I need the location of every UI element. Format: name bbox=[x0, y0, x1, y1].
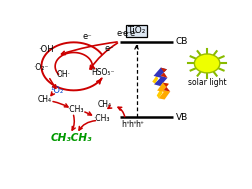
Text: h⁺: h⁺ bbox=[135, 120, 144, 129]
Text: ·CH₃: ·CH₃ bbox=[67, 105, 84, 115]
Text: CH₄: CH₄ bbox=[98, 100, 112, 109]
Polygon shape bbox=[156, 83, 170, 100]
Circle shape bbox=[194, 54, 219, 73]
Text: ·O₂⁻: ·O₂⁻ bbox=[33, 63, 48, 72]
Text: ·OH: ·OH bbox=[38, 45, 54, 54]
Text: OH·: OH· bbox=[57, 70, 71, 79]
Text: e⁻: e⁻ bbox=[129, 29, 138, 38]
Text: h⁺: h⁺ bbox=[120, 120, 129, 129]
Text: e⁻: e⁻ bbox=[82, 32, 92, 41]
Polygon shape bbox=[156, 89, 162, 98]
Polygon shape bbox=[160, 68, 167, 78]
Text: ·CH₃: ·CH₃ bbox=[93, 114, 109, 122]
Text: e⁻: e⁻ bbox=[122, 29, 132, 38]
Text: h⁺: h⁺ bbox=[128, 120, 137, 129]
Text: ¹O₂: ¹O₂ bbox=[50, 86, 64, 95]
Text: CH₄: CH₄ bbox=[37, 95, 51, 104]
Text: HSO₅⁻: HSO₅⁻ bbox=[91, 68, 114, 77]
Text: e⁻: e⁻ bbox=[116, 29, 125, 38]
Text: CB: CB bbox=[175, 37, 187, 46]
Text: CH₃CH₃: CH₃CH₃ bbox=[51, 133, 92, 143]
Text: TiO₂: TiO₂ bbox=[127, 26, 145, 35]
Polygon shape bbox=[153, 68, 167, 86]
Text: e⁻: e⁻ bbox=[104, 43, 113, 53]
Polygon shape bbox=[162, 83, 170, 91]
Polygon shape bbox=[152, 75, 158, 84]
Text: solar light: solar light bbox=[187, 78, 226, 87]
Text: VB: VB bbox=[175, 113, 187, 122]
